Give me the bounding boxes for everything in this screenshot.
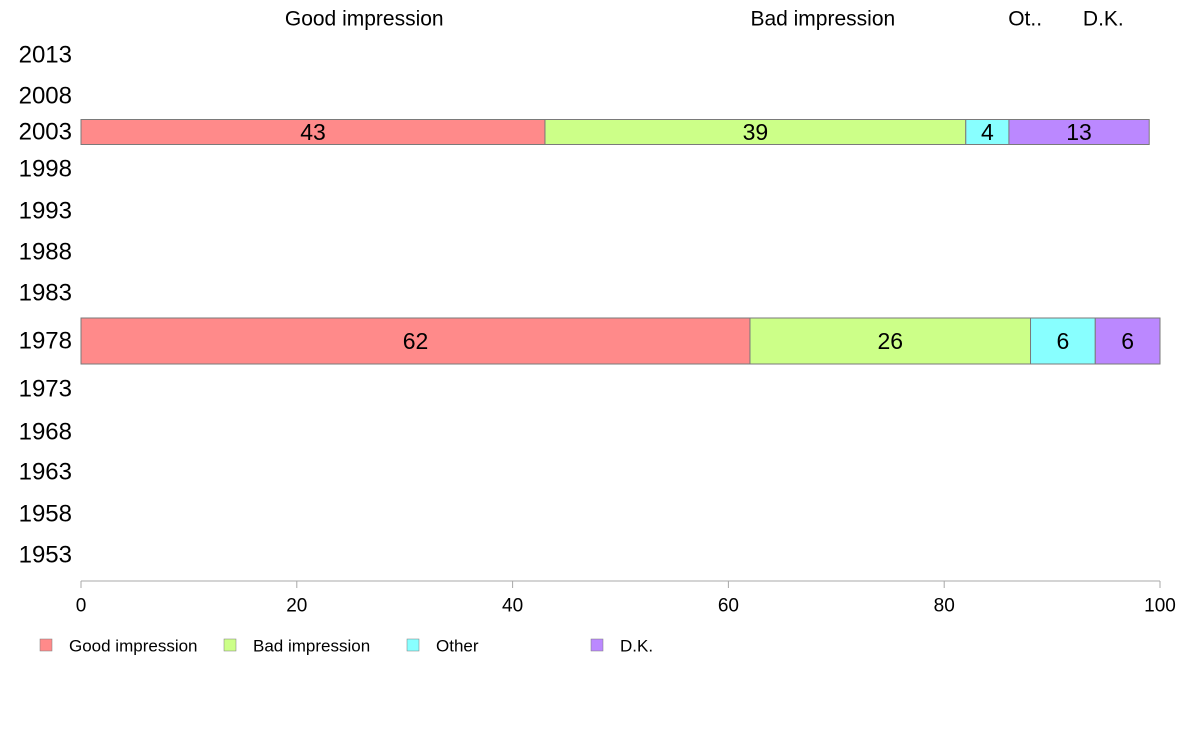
bar-d-k-2003 — [1008, 119, 1150, 145]
x-tick-label-0: 0 — [76, 596, 87, 617]
column-header-other: Ot.. — [1008, 8, 1042, 31]
column-headers: Good impression Bad impression Ot.. D.K. — [285, 8, 1124, 31]
year-label-2013: 2013 — [19, 42, 72, 69]
legend-label-good-impression: Good impression — [69, 637, 198, 656]
bars: 43 39 4 13 62 26 6 6 — [80, 119, 1161, 365]
bar-other-2003 — [965, 119, 1010, 145]
bar-bad-impression-1978 — [749, 317, 1032, 365]
x-tick-label-20: 20 — [286, 596, 307, 617]
bar-label-d-k-1978: 6 — [1121, 328, 1134, 354]
year-label-1993: 1993 — [19, 198, 72, 225]
column-header-d-k: D.K. — [1083, 8, 1124, 31]
bar-label-bad-impression-1978: 26 — [877, 328, 903, 354]
bar-bad-impression-2003 — [544, 119, 967, 145]
bar-label-good-impression-2003: 43 — [300, 119, 326, 145]
bar-label-good-impression-1978: 62 — [403, 328, 429, 354]
year-label-1968: 1968 — [19, 419, 72, 446]
legend-swatch-other — [406, 638, 420, 652]
year-label-1978: 1978 — [19, 328, 72, 355]
column-header-good-impression: Good impression — [285, 8, 444, 31]
bar-good-impression-1978 — [80, 317, 751, 365]
bar-label-other-1978: 6 — [1056, 328, 1069, 354]
bar-good-impression-2003 — [80, 119, 546, 145]
year-label-1963: 1963 — [19, 459, 72, 486]
legend-swatch-d-k — [590, 638, 604, 652]
year-label-1958: 1958 — [19, 501, 72, 528]
legend-swatch-bad-impression — [223, 638, 237, 652]
legend-label-other: Other — [436, 637, 479, 656]
bar-d-k-1978 — [1094, 317, 1161, 365]
legend-swatch-good-impression — [39, 638, 53, 652]
year-label-2003: 2003 — [19, 119, 72, 146]
x-tick-label-40: 40 — [502, 596, 523, 617]
year-label-1988: 1988 — [19, 239, 72, 266]
x-tick-label-100: 100 — [1144, 596, 1176, 617]
column-header-bad-impression: Bad impression — [750, 8, 895, 31]
x-tick-label-60: 60 — [718, 596, 739, 617]
legend: Good impression Bad impression Other D.K. — [39, 637, 653, 656]
year-label-1973: 1973 — [19, 376, 72, 403]
bar-label-bad-impression-2003: 39 — [743, 119, 769, 145]
year-label-1998: 1998 — [19, 156, 72, 183]
x-tick-label-80: 80 — [934, 596, 955, 617]
legend-label-bad-impression: Bad impression — [253, 637, 370, 656]
year-label-1953: 1953 — [19, 542, 72, 569]
year-label-2008: 2008 — [19, 83, 72, 110]
bar-label-d-k-2003: 13 — [1066, 119, 1092, 145]
year-label-1983: 1983 — [19, 280, 72, 307]
bar-other-1978 — [1030, 317, 1096, 365]
bar-label-other-2003: 4 — [981, 119, 994, 145]
legend-label-d-k: D.K. — [620, 637, 653, 656]
x-axis: 0 20 40 60 80 100 — [76, 580, 1176, 617]
year-labels: 2013 2008 2003 1998 1993 1988 1983 1978 1973 1968… — [19, 42, 72, 569]
